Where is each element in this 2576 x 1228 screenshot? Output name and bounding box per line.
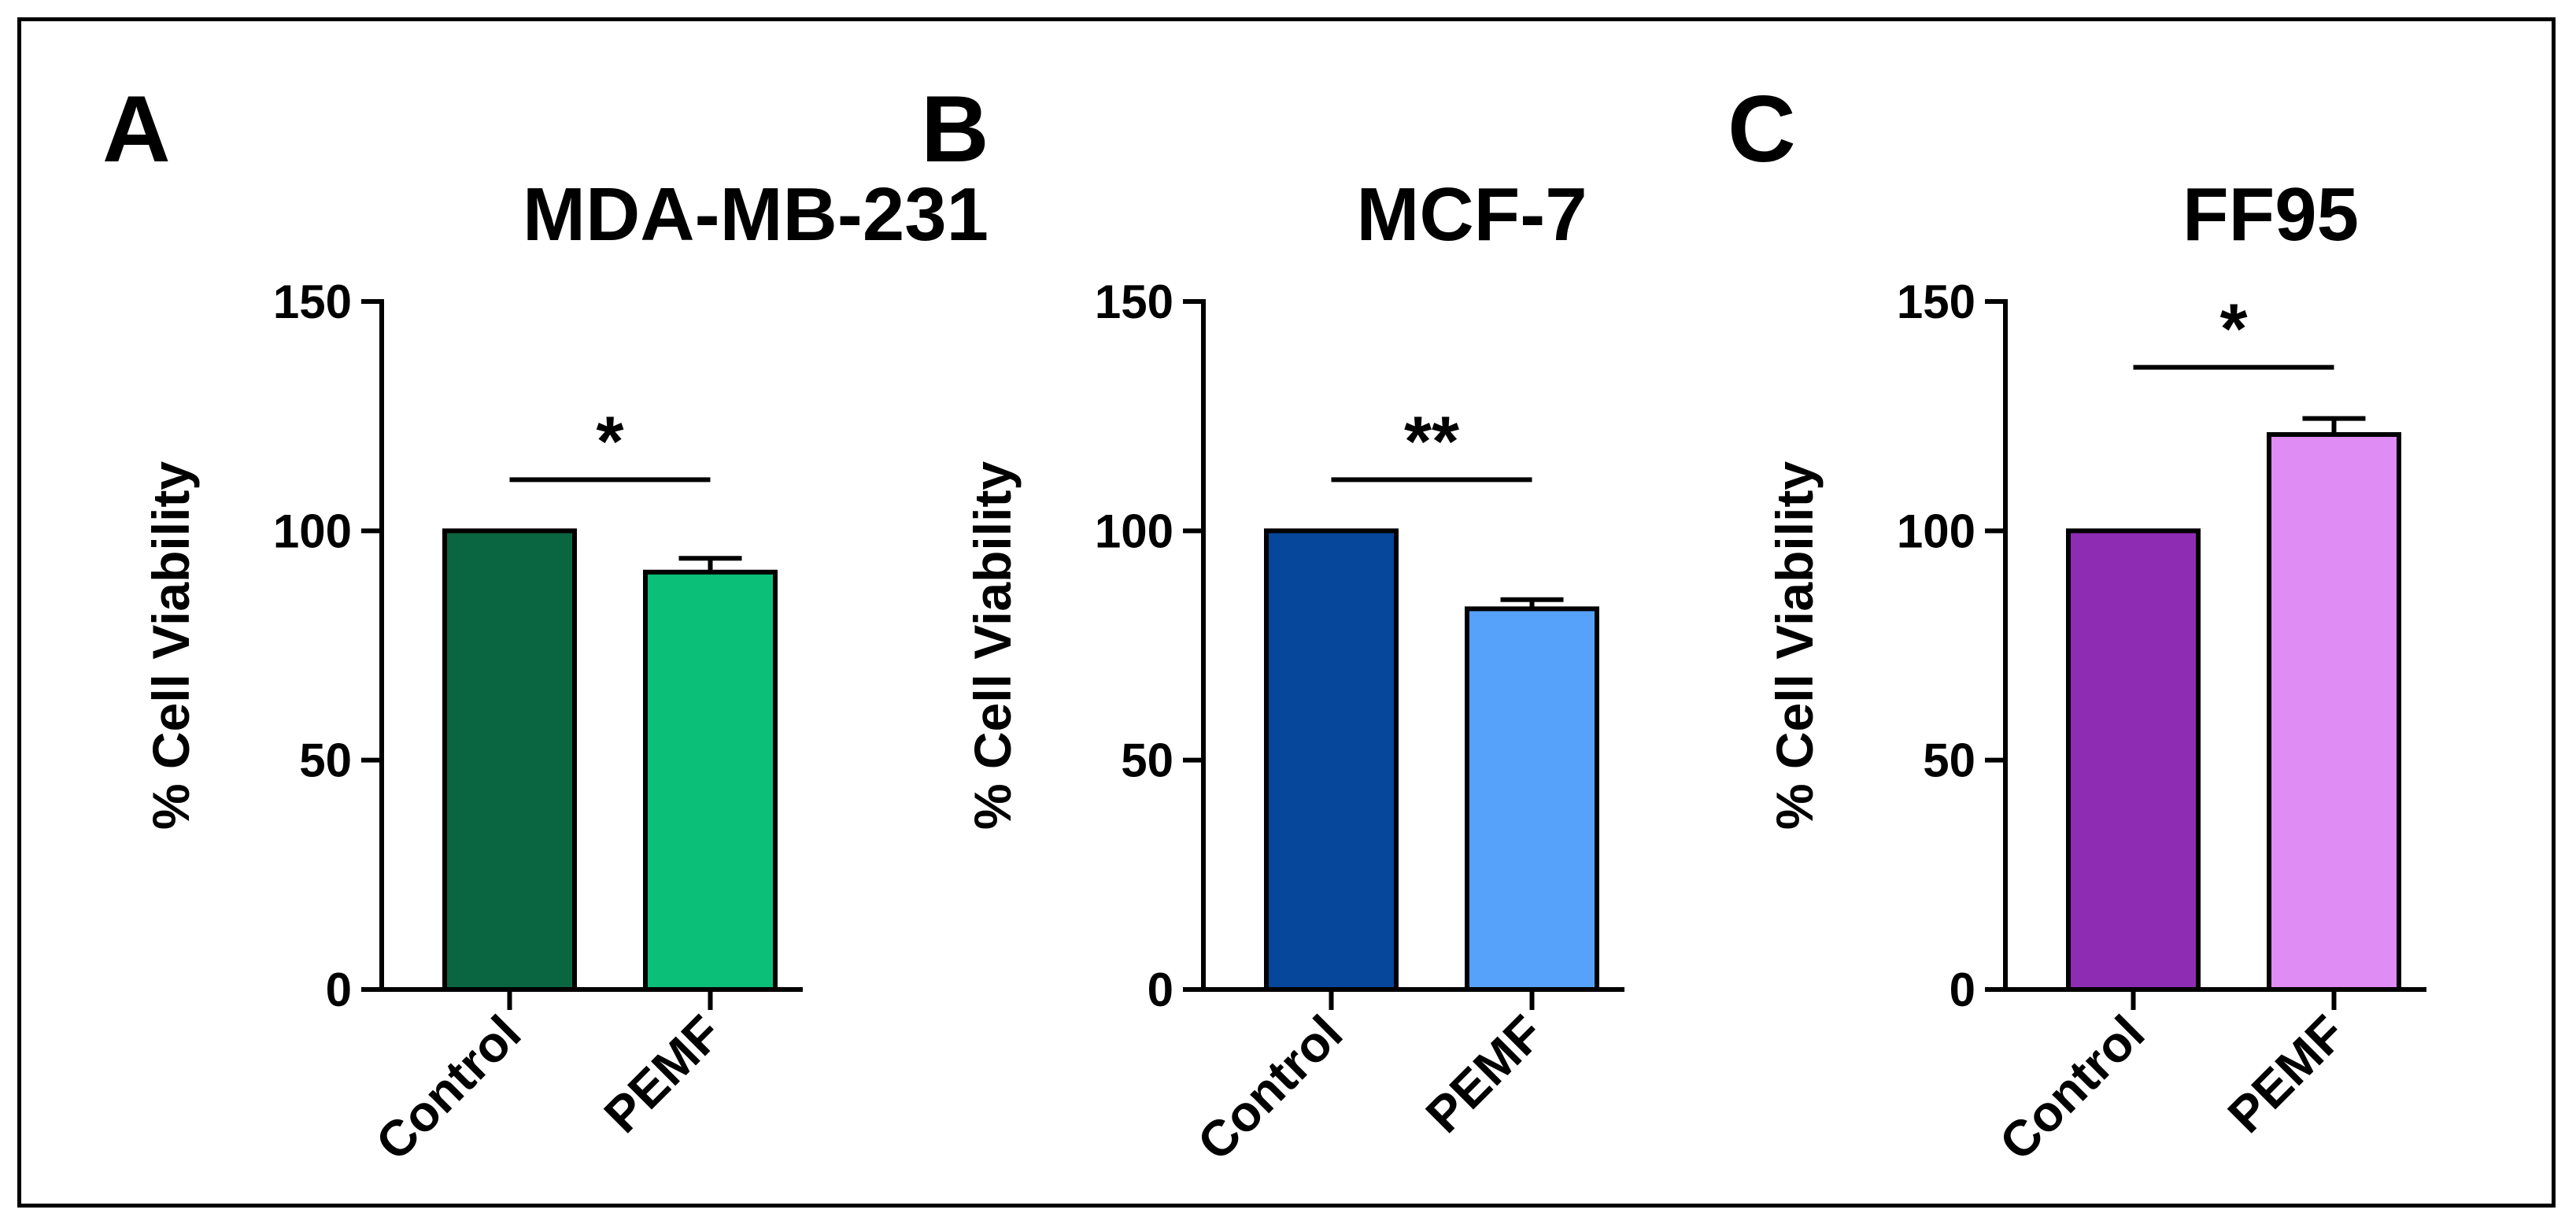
x-tick-label-pemf: PEMF xyxy=(2217,1004,2356,1144)
bar-pemf xyxy=(1465,606,1599,992)
chart-title: FF95 xyxy=(2182,172,2359,257)
figure-frame xyxy=(17,17,2556,1208)
y-axis-label: % Cell Viability xyxy=(142,461,200,830)
x-tick-label-pemf: PEMF xyxy=(1415,1004,1554,1144)
y-tick-label: 0 xyxy=(1148,964,1173,1016)
y-tick-label: 100 xyxy=(273,505,352,557)
panel-letter: A xyxy=(102,76,171,182)
x-tick-label-control: Control xyxy=(1187,1004,1354,1171)
panel-letter: C xyxy=(1728,76,1796,182)
y-tick-label: 150 xyxy=(1897,276,1975,328)
panel-letter: B xyxy=(921,76,989,182)
y-tick-label: 50 xyxy=(299,734,352,787)
x-tick-label-control: Control xyxy=(1989,1004,2156,1171)
chart-title: MCF-7 xyxy=(1356,172,1587,257)
y-tick-label: 100 xyxy=(1095,505,1173,557)
chart-title: MDA-MB-231 xyxy=(523,172,989,257)
bar-control xyxy=(2066,528,2201,992)
bar-control xyxy=(442,528,577,992)
x-tick-label-control: Control xyxy=(365,1004,532,1171)
bar-control xyxy=(1264,528,1399,992)
x-tick-label-pemf: PEMF xyxy=(593,1004,733,1144)
y-tick-label: 0 xyxy=(326,964,352,1016)
y-tick-label: 150 xyxy=(1095,276,1173,328)
y-axis-label: % Cell Viability xyxy=(1765,461,1824,830)
y-tick-label: 150 xyxy=(273,276,352,328)
chart-panel-b: B MCF-7 % Cell Viability 0 50 100 150 Control PE… xyxy=(921,76,1624,1171)
y-axis-label: % Cell Viability xyxy=(963,461,1022,830)
chart-panel-c: C FF95 % Cell Viability 0 50 100 150 Control PEM… xyxy=(1728,76,2426,1171)
y-tick-label: 50 xyxy=(1121,734,1173,787)
y-tick-label: 50 xyxy=(1923,734,1975,787)
significance-marker: * xyxy=(2219,290,2247,369)
bar-pemf xyxy=(643,569,778,992)
significance-marker: * xyxy=(596,402,623,481)
significance-marker: ** xyxy=(1404,402,1459,481)
chart-panel-a: A MDA-MB-231 % Cell Viability 0 50 100 150 Cont… xyxy=(102,76,989,1171)
y-tick-label: 100 xyxy=(1897,505,1975,557)
y-tick-label: 0 xyxy=(1950,964,1975,1016)
bar-pemf xyxy=(2267,431,2401,992)
